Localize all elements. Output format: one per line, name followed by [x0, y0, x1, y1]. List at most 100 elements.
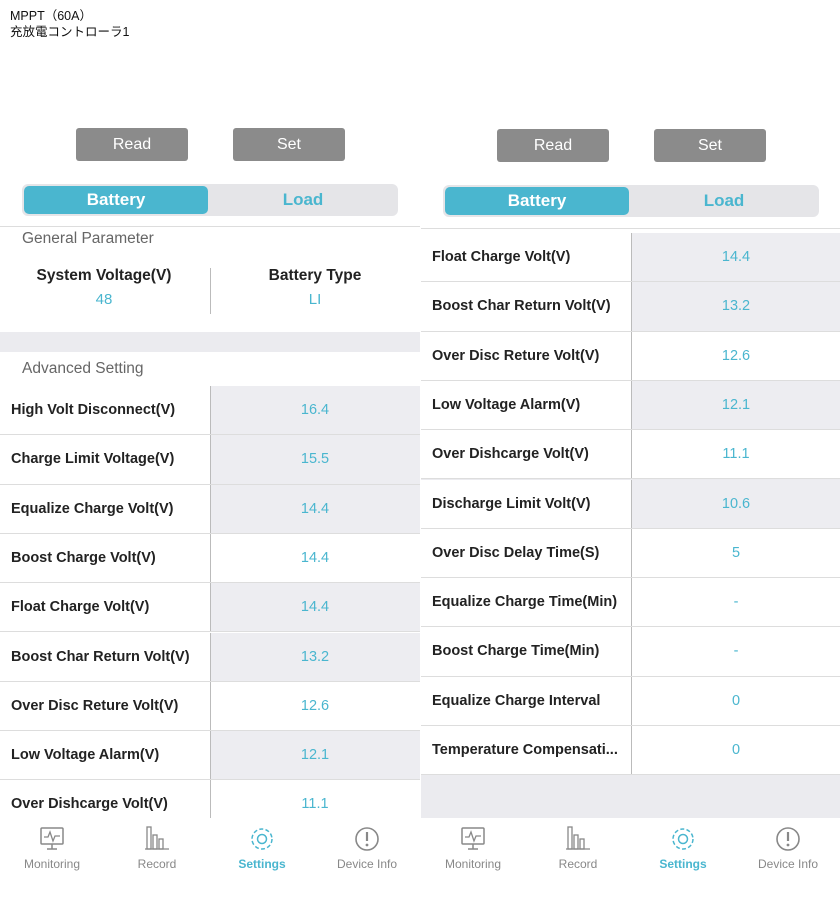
setting-row[interactable]: Temperature Compensati... 0 [421, 726, 840, 776]
value-cell [210, 386, 420, 435]
icon [40, 827, 64, 850]
setting-label: Over Dishcarge Volt(V) [11, 796, 168, 813]
setting-row[interactable]: Over Dishcarge Volt(V) 11.1 [0, 780, 420, 818]
tab[interactable]: Battery [445, 187, 629, 215]
setting-value: 0 [731, 692, 741, 709]
param-label: Battery Type [268, 267, 362, 284]
setting-row[interactable]: Low Voltage Alarm(V) 12.1 [0, 731, 420, 781]
tab[interactable]: Load [703, 191, 745, 210]
setting-row[interactable]: Over Disc Reture Volt(V) 12.6 [0, 681, 420, 732]
setting-label: Low Voltage Alarm(V) [11, 747, 160, 764]
setting-row[interactable]: Over Disc Reture Volt(V) 12.6 [421, 331, 840, 381]
value-cell [631, 331, 840, 380]
setting-value: - [733, 643, 739, 660]
setting-value: 12.1 [300, 747, 330, 764]
nav-icon[interactable] [669, 825, 697, 853]
tab[interactable]: Load [282, 190, 324, 209]
nav-label[interactable]: Device Info [757, 857, 819, 871]
nav-icon[interactable] [38, 825, 66, 853]
setting-label: Over Disc Delay Time(S) [432, 544, 600, 561]
nav-label[interactable]: Settings [238, 857, 286, 871]
setting-value: 12.6 [300, 697, 330, 714]
nav-label[interactable]: Settings [659, 857, 707, 871]
setting-label: Boost Charge Time(Min) [432, 643, 600, 660]
nav-label[interactable]: Record [558, 857, 598, 871]
value-cell [631, 233, 840, 282]
value-cell [631, 430, 840, 479]
button[interactable]: Set [233, 128, 345, 161]
setting-row[interactable]: Equalize Charge Time(Min) - [421, 578, 840, 628]
value-cell [631, 726, 840, 775]
setting-row[interactable]: Float Charge Volt(V) 14.4 [421, 233, 840, 283]
setting-row[interactable]: Equalize Charge Volt(V) 14.4 [0, 484, 420, 534]
nav-icon[interactable] [459, 825, 487, 853]
button[interactable]: Set [654, 129, 766, 162]
header-line: MPPT（60A） [10, 9, 92, 23]
divider [0, 226, 420, 227]
setting-label: Boost Char Return Volt(V) [11, 648, 190, 665]
value-cell [210, 780, 420, 818]
value-cell [210, 583, 420, 632]
nav-label[interactable]: Monitoring [23, 857, 81, 871]
setting-value: 14.4 [300, 549, 330, 566]
value-cell [631, 380, 840, 430]
nav-icon[interactable] [564, 825, 592, 853]
param-label: System Voltage(V) [36, 267, 172, 284]
setting-row[interactable]: Float Charge Volt(V) 14.4 [0, 583, 420, 633]
nav-label[interactable]: Device Info [336, 857, 398, 871]
setting-row[interactable]: Boost Charge Time(Min) - [421, 627, 840, 677]
setting-label: Equalize Charge Time(Min) [432, 594, 618, 611]
value-cell [631, 676, 840, 725]
nav-label[interactable]: Monitoring [444, 857, 502, 871]
settings-list: High Volt Disconnect(V) 16.4 Charge Limit … [0, 386, 420, 818]
setting-row[interactable]: Boost Char Return Volt(V) 13.2 [421, 282, 840, 332]
setting-value: 0 [731, 742, 741, 758]
setting-value: 15.5 [300, 451, 330, 468]
nav-label[interactable]: Record [137, 857, 177, 871]
setting-label: Over Disc Reture Volt(V) [432, 347, 600, 364]
setting-label: Equalize Charge Interval [432, 692, 601, 709]
nav-icon[interactable] [143, 825, 171, 853]
icon [251, 828, 273, 850]
button[interactable]: Read [497, 129, 609, 162]
setting-row[interactable]: Over Disc Delay Time(S) 5 [421, 528, 840, 579]
setting-label: Low Voltage Alarm(V) [432, 396, 581, 413]
setting-row[interactable]: Over Dishcarge Volt(V) 11.1 [421, 430, 840, 480]
param-value: 48 [95, 291, 113, 308]
setting-value: 12.1 [721, 396, 751, 413]
nav-icon[interactable] [248, 825, 276, 853]
value-cell [631, 627, 840, 676]
settings-list: Float Charge Volt(V) 14.4 Boost Char Retur… [421, 233, 840, 818]
setting-row[interactable]: High Volt Disconnect(V) 16.4 [0, 386, 420, 436]
nav-icon[interactable] [353, 825, 381, 853]
setting-value: 5 [731, 544, 741, 561]
setting-row[interactable]: Discharge Limit Volt(V) 10.6 [421, 479, 840, 529]
icon [461, 827, 485, 850]
setting-row[interactable]: Low Voltage Alarm(V) 12.1 [421, 380, 840, 431]
param-value: LI [308, 291, 322, 308]
value-cell [210, 731, 420, 780]
setting-label: Over Disc Reture Volt(V) [11, 697, 179, 714]
setting-row[interactable]: Boost Char Return Volt(V) 13.2 [0, 632, 420, 682]
tab[interactable]: Battery [24, 186, 208, 214]
setting-row[interactable]: Boost Charge Volt(V) 14.4 [0, 533, 420, 584]
nav-bar [0, 818, 420, 911]
setting-label: Charge Limit Voltage(V) [11, 451, 175, 468]
value-cell [631, 282, 840, 331]
divider [210, 268, 211, 314]
value-cell [210, 681, 420, 731]
value-cell [210, 533, 420, 583]
segmented-control: Battery Load [22, 184, 398, 216]
nav-icon[interactable] [774, 825, 802, 853]
setting-row[interactable]: Equalize Charge Interval 0 [421, 676, 840, 726]
button[interactable]: Read [76, 128, 188, 161]
setting-label: Float Charge Volt(V) [432, 249, 571, 265]
setting-value: 14.4 [300, 500, 330, 517]
value-cell [210, 484, 420, 533]
nav-bar [421, 818, 840, 911]
icon [355, 827, 379, 851]
setting-label: Boost Charge Volt(V) [11, 549, 156, 566]
icon [672, 828, 694, 850]
setting-row[interactable]: Charge Limit Voltage(V) 15.5 [0, 435, 420, 485]
setting-label: Temperature Compensati... [432, 742, 618, 758]
